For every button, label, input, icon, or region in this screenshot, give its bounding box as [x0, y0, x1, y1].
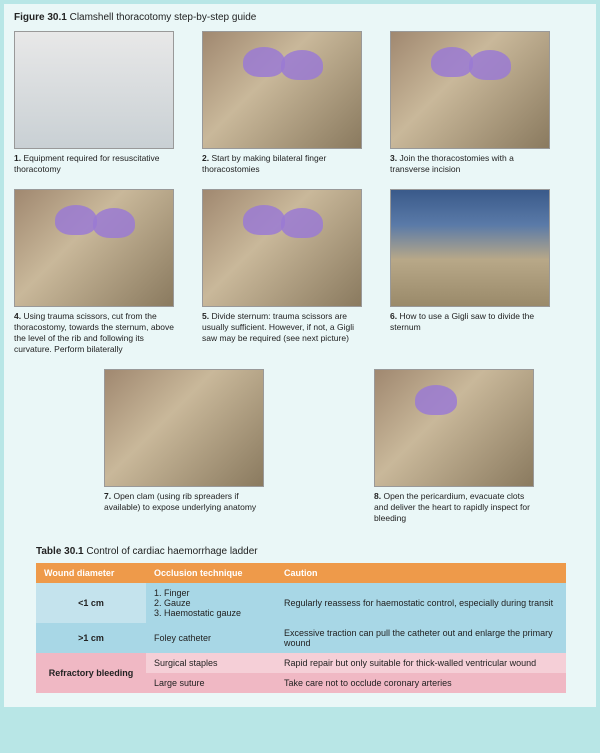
figure-label: Figure 30.1: [14, 12, 67, 23]
col-header: Wound diameter: [36, 563, 146, 583]
step-panel: 2. Start by making bilateral finger thor…: [202, 31, 362, 175]
table-title-text: Control of cardiac haemorrhage ladder: [86, 546, 257, 557]
col-header: Occlusion technique: [146, 563, 276, 583]
step-caption: 5. Divide sternum: trauma scissors are u…: [202, 311, 362, 344]
step-image: [14, 189, 174, 307]
table-row: Refractory bleeding Surgical staples Rap…: [36, 653, 566, 673]
step-panel: 3. Join the thoracostomies with a transv…: [390, 31, 550, 175]
caution-cell: Rapid repair but only suitable for thick…: [276, 653, 566, 673]
step-image: [390, 189, 550, 307]
step-panel: 5. Divide sternum: trauma scissors are u…: [202, 189, 362, 355]
step-image: [390, 31, 550, 149]
step-caption: 7. Open clam (using rib spreaders if ava…: [104, 491, 264, 513]
table-title: Table 30.1 Control of cardiac haemorrhag…: [36, 546, 586, 557]
technique-cell: Large suture: [146, 673, 276, 693]
table-row: >1 cm Foley catheter Excessive traction …: [36, 623, 566, 653]
step-panel: 8. Open the pericardium, evacuate clots …: [374, 369, 534, 524]
step-image: [202, 31, 362, 149]
figure-row-1: 1. Equipment required for resuscitative …: [14, 31, 586, 175]
step-image: [14, 31, 174, 149]
figure-title: Figure 30.1 Clamshell thoracotomy step-b…: [14, 12, 586, 23]
step-panel: 6. How to use a Gigli saw to divide the …: [390, 189, 550, 355]
step-caption: 1. Equipment required for resuscitative …: [14, 153, 174, 175]
wound-diameter-cell: >1 cm: [36, 623, 146, 653]
technique-cell: 1. Finger 2. Gauze 3. Haemostatic gauze: [146, 583, 276, 623]
step-caption: 3. Join the thoracostomies with a transv…: [390, 153, 550, 175]
step-panel: 1. Equipment required for resuscitative …: [14, 31, 174, 175]
col-header: Caution: [276, 563, 566, 583]
figure-row-2: 4. Using trauma scissors, cut from the t…: [14, 189, 586, 355]
step-caption: 4. Using trauma scissors, cut from the t…: [14, 311, 174, 355]
table-label: Table 30.1: [36, 546, 84, 557]
haemorrhage-ladder-table: Wound diameter Occlusion technique Cauti…: [36, 563, 566, 693]
figure-row-3: 7. Open clam (using rib spreaders if ava…: [14, 369, 586, 524]
step-panel: 4. Using trauma scissors, cut from the t…: [14, 189, 174, 355]
caution-cell: Take care not to occlude coronary arteri…: [276, 673, 566, 693]
table-header-row: Wound diameter Occlusion technique Cauti…: [36, 563, 566, 583]
step-image: [104, 369, 264, 487]
caution-cell: Excessive traction can pull the catheter…: [276, 623, 566, 653]
step-panel: 7. Open clam (using rib spreaders if ava…: [104, 369, 264, 524]
technique-cell: Foley catheter: [146, 623, 276, 653]
table-row: <1 cm 1. Finger 2. Gauze 3. Haemostatic …: [36, 583, 566, 623]
technique-cell: Surgical staples: [146, 653, 276, 673]
wound-diameter-cell: Refractory bleeding: [36, 653, 146, 693]
step-caption: 6. How to use a Gigli saw to divide the …: [390, 311, 550, 333]
figure-title-text: Clamshell thoracotomy step-by-step guide: [70, 12, 257, 23]
caution-cell: Regularly reassess for haemostatic contr…: [276, 583, 566, 623]
step-image: [374, 369, 534, 487]
page-container: Figure 30.1 Clamshell thoracotomy step-b…: [4, 4, 596, 707]
step-image: [202, 189, 362, 307]
wound-diameter-cell: <1 cm: [36, 583, 146, 623]
step-caption: 8. Open the pericardium, evacuate clots …: [374, 491, 534, 524]
step-caption: 2. Start by making bilateral finger thor…: [202, 153, 362, 175]
